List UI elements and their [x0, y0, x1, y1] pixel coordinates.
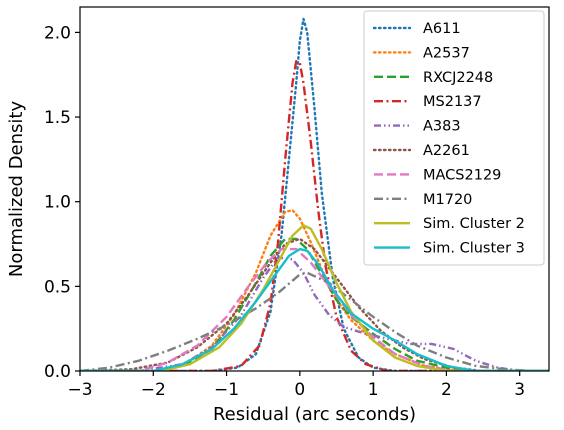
plot-frame	[79, 6, 550, 372]
plot-lines	[80, 17, 549, 371]
x-tick-label: 3	[514, 380, 525, 400]
legend-label: A2537	[423, 45, 470, 61]
legend-label: Sim. Cluster 3	[423, 241, 525, 257]
legend-label: A611	[423, 21, 461, 37]
x-tick-label: −2	[141, 380, 166, 400]
series-line-9	[80, 224, 549, 371]
legend-label: RXCJ2248	[423, 70, 493, 86]
x-axis-title: Residual (arc seconds)	[213, 404, 416, 425]
y-axis: 0.0 0.5 1.0 1.5 2.0	[44, 23, 80, 382]
x-tick-label: 2	[441, 380, 452, 400]
y-tick-label: 0.0	[44, 362, 71, 382]
legend-label: A2261	[423, 143, 470, 159]
x-tick-label: −3	[67, 380, 92, 400]
y-tick-label: 1.0	[44, 193, 71, 213]
x-tick-label: −1	[214, 380, 239, 400]
legend: A611 A2537 RXCJ2248 MS2137 A383 A2261 MACS2129…	[363, 10, 545, 266]
series-line-10	[80, 247, 549, 371]
legend-label: MACS2129	[423, 167, 501, 183]
y-tick-label: 2.0	[44, 23, 71, 43]
series-line-6	[80, 237, 549, 371]
legend-label: A383	[423, 119, 461, 135]
legend-label: M1720	[423, 192, 472, 208]
legend-label: MS2137	[423, 94, 482, 110]
x-axis: −3 −2 −1 0 1 2 3	[67, 371, 525, 400]
legend-label: Sim. Cluster 2	[423, 216, 525, 232]
y-axis-title: Normalized Density	[6, 101, 27, 278]
y-tick-label: 0.5	[44, 277, 71, 297]
series-line-8	[80, 271, 535, 371]
legend-box	[363, 10, 545, 266]
x-tick-label: 0	[294, 380, 305, 400]
series-line-1	[80, 17, 549, 371]
series-line-5	[80, 256, 549, 371]
series-line-4	[80, 60, 549, 371]
y-tick-label: 1.5	[44, 108, 71, 128]
x-tick-label: 1	[368, 380, 379, 400]
series-line-7	[80, 247, 549, 371]
